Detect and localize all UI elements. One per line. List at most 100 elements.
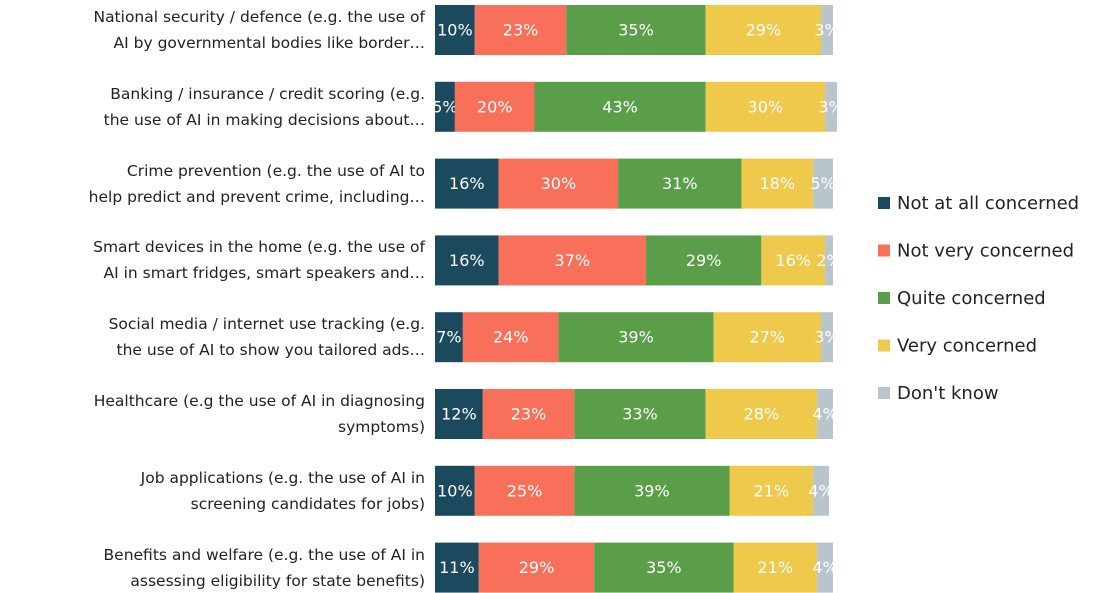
bar-segment	[454, 81, 535, 132]
data-label: 29%	[519, 558, 555, 577]
bar-segment	[817, 389, 833, 439]
bar-segment	[566, 5, 706, 55]
legend-swatch	[878, 244, 890, 257]
legend-swatch	[878, 197, 890, 209]
data-label: 33%	[622, 405, 658, 424]
legend-label: Quite concerned	[897, 288, 1046, 309]
bar-segment	[474, 465, 575, 516]
data-label: 16%	[449, 251, 485, 270]
bar-segment	[594, 542, 734, 593]
bar-segment	[498, 158, 619, 209]
bar-segment	[705, 81, 826, 132]
bar-segment	[813, 158, 833, 209]
data-label: 12%	[441, 405, 477, 424]
data-label: 5%	[432, 97, 457, 116]
data-label: 28%	[744, 405, 780, 424]
legend-swatch	[878, 292, 890, 304]
data-label: 39%	[618, 328, 654, 347]
category-label: Healthcare (e.g the use of AI in diagnos…	[93, 392, 425, 436]
category-label: Crime prevention (e.g. the use of AI to …	[88, 161, 425, 206]
data-label: 35%	[618, 21, 654, 40]
bar-segment	[435, 158, 499, 209]
data-label: 23%	[511, 405, 547, 424]
data-label: 21%	[754, 481, 790, 500]
data-label: 7%	[436, 328, 461, 347]
data-label: 39%	[634, 481, 670, 500]
data-label: 25%	[507, 481, 543, 500]
category-label: Social media / internet use tracking (e.…	[108, 315, 425, 360]
legend-swatch	[878, 387, 890, 399]
data-label: 31%	[662, 174, 698, 193]
bar-segment	[435, 235, 499, 286]
data-label: 29%	[686, 251, 722, 270]
bar-segment	[435, 389, 483, 439]
data-label: 20%	[477, 97, 513, 116]
legend-label: Not very concerned	[897, 241, 1074, 262]
data-label: 3%	[814, 328, 839, 347]
bar-segment	[705, 389, 818, 439]
legend-label: Don't know	[897, 383, 999, 404]
data-label: 43%	[602, 97, 638, 116]
data-label: 2%	[816, 251, 841, 270]
bar-segment	[761, 235, 826, 286]
bar-segment	[574, 465, 730, 516]
data-label: 37%	[555, 251, 591, 270]
bar-segment	[534, 81, 706, 132]
bar-segment	[825, 235, 833, 286]
category-label: Banking / insurance / credit scoring (e.…	[103, 84, 425, 129]
bar-segment	[435, 312, 463, 363]
bar-segment	[729, 465, 814, 516]
data-label: 27%	[750, 328, 786, 347]
data-label: 4%	[812, 405, 837, 424]
data-label: 3%	[814, 21, 839, 40]
data-label: 5%	[810, 174, 835, 193]
bar-segment	[498, 235, 646, 286]
data-label: 24%	[493, 328, 529, 347]
data-label: 29%	[746, 21, 782, 40]
data-label: 3%	[818, 97, 843, 116]
data-label: 4%	[812, 558, 837, 577]
data-label: 23%	[503, 21, 539, 40]
bar-segment	[645, 235, 762, 286]
category-label: National security / defence (e.g. the us…	[93, 8, 425, 52]
data-label: 16%	[449, 174, 485, 193]
bar-segment	[558, 312, 714, 363]
bar-segment	[813, 465, 830, 516]
bar-segment	[705, 5, 822, 55]
bar-segment	[435, 465, 475, 516]
bar-segment	[733, 542, 818, 593]
category-label: Benefits and welfare (e.g. the use of AI…	[103, 545, 425, 590]
legend-label: Very concerned	[897, 336, 1037, 357]
data-label: 35%	[646, 558, 682, 577]
legend-swatch	[878, 339, 890, 352]
data-label: 18%	[759, 174, 795, 193]
bar-segment	[435, 5, 475, 55]
bar-segment	[474, 5, 567, 55]
bar-segment	[462, 312, 559, 363]
bar-segment	[825, 81, 837, 132]
bar-segment	[435, 81, 455, 132]
data-label: 4%	[808, 481, 833, 500]
bar-segment	[574, 389, 706, 439]
data-label: 10%	[437, 21, 473, 40]
data-label: 30%	[541, 174, 577, 193]
bar-segment	[821, 312, 833, 363]
bar-segment	[435, 542, 479, 593]
category-label: Smart devices in the home (e.g. the use …	[93, 238, 425, 283]
data-label: 11%	[439, 558, 475, 577]
bar-segment	[478, 542, 595, 593]
bar-segment	[821, 5, 833, 55]
bar-segment	[482, 389, 575, 439]
bar-segment	[713, 312, 822, 363]
category-label: Job applications (e.g. the use of AI in …	[140, 468, 425, 513]
data-label: 30%	[748, 97, 784, 116]
bar-segment	[817, 542, 833, 593]
bar-segment	[741, 158, 814, 209]
data-label: 21%	[758, 558, 794, 577]
bar-segment	[618, 158, 742, 209]
legend-label: Not at all concerned	[897, 193, 1079, 214]
data-label: 10%	[437, 481, 473, 500]
data-label: 16%	[775, 251, 811, 270]
